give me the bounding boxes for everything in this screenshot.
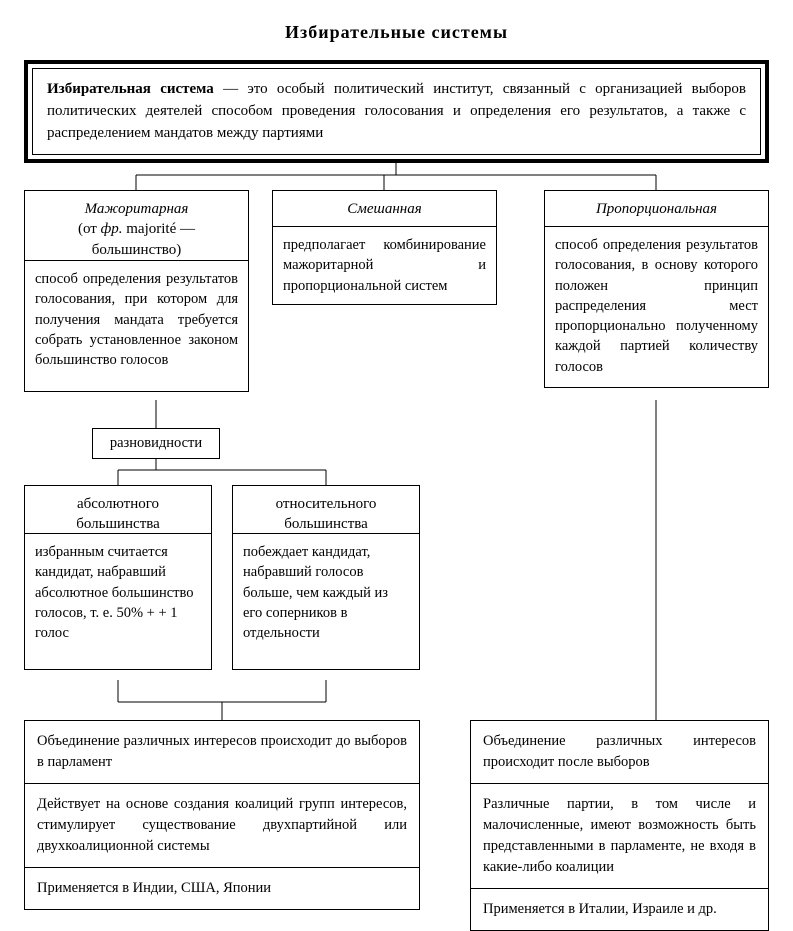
- majoritarian-title: Мажоритарная: [85, 201, 189, 217]
- majoritarian-box: Мажоритарная (от фр. majorité —большинст…: [24, 190, 249, 392]
- characteristics-left: Объединение различных интересов происход…: [24, 720, 420, 910]
- chars-left-r2: Действует на основе создания коалиций гр…: [25, 783, 419, 867]
- chars-right-r3: Применяется в Италии, Израиле и др.: [471, 888, 768, 930]
- variety-absolute-header: абсолютного большинства: [25, 486, 211, 534]
- majoritarian-subtitle: (от фр. majorité —большинство): [78, 221, 195, 257]
- variety-absolute-box: абсолютного большинства избранным считае…: [24, 485, 212, 670]
- page: Избирательные системы Избирательная сист…: [0, 0, 793, 903]
- majoritarian-header: Мажоритарная (от фр. majorité —большинст…: [25, 191, 248, 261]
- variety-relative-header: относительного большинства: [233, 486, 419, 534]
- proportional-box: Пропорциональная способ определения резу…: [544, 190, 769, 388]
- mixed-body: предполагает комбинирование мажоритарной…: [273, 227, 496, 304]
- chars-right-r2: Различные партии, в том числе и малочисл…: [471, 783, 768, 888]
- mixed-header: Смешанная: [273, 191, 496, 227]
- definition-text: Избирательная система — это особый полит…: [32, 68, 761, 155]
- variety-relative-box: относительного большинства побеждает кан…: [232, 485, 420, 670]
- proportional-header: Пропорциональная: [545, 191, 768, 227]
- page-title: Избирательные системы: [0, 22, 793, 43]
- characteristics-right: Объединение различных интересов происход…: [470, 720, 769, 931]
- proportional-body: способ определения результатов голосован…: [545, 227, 768, 387]
- variety-relative-body: побеждает кандидат, набравший голосов бо…: [233, 534, 419, 669]
- definition-box: Избирательная система — это особый полит…: [24, 60, 769, 163]
- variety-absolute-body: избранным считается кандидат, набравший …: [25, 534, 211, 669]
- mixed-box: Смешанная предполагает комбинирование ма…: [272, 190, 497, 305]
- majoritarian-body: способ определения результатов голосован…: [25, 261, 248, 391]
- chars-right-r1: Объединение различных интересов происход…: [471, 721, 768, 783]
- definition-term: Избирательная система: [47, 81, 214, 97]
- chars-left-r1: Объединение различных интересов происход…: [25, 721, 419, 783]
- varieties-label: разновидности: [92, 428, 220, 459]
